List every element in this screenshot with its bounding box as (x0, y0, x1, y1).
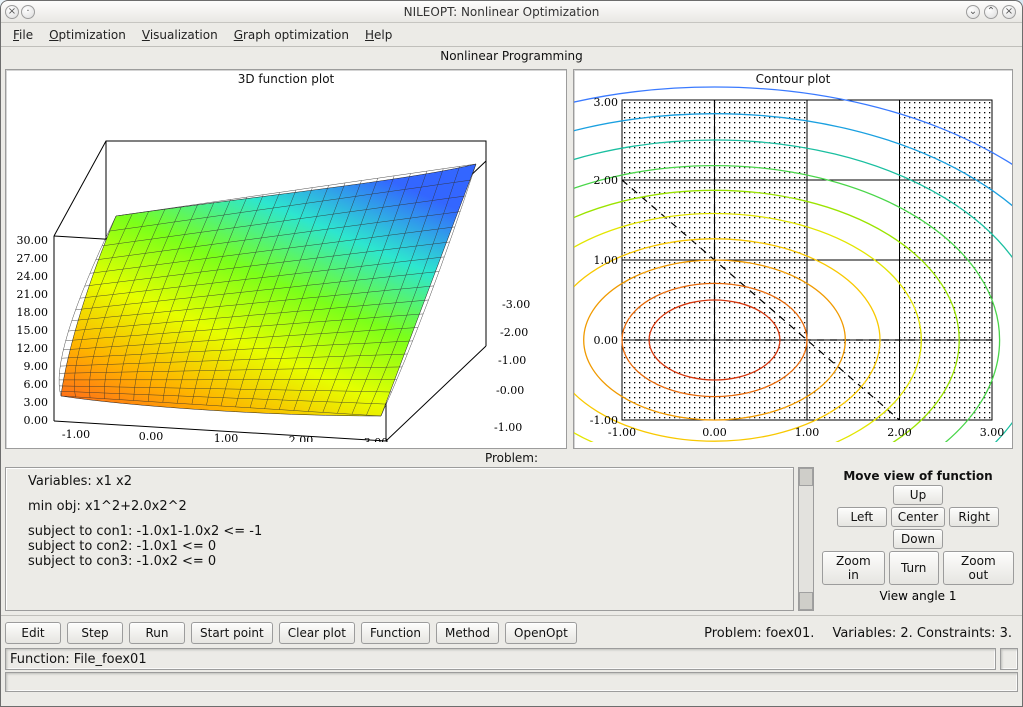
svg-text:2.00: 2.00 (289, 434, 314, 442)
svg-text:12.00: 12.00 (17, 342, 49, 355)
function-status: Function: File_foex01 (5, 648, 996, 670)
svg-text:9.00: 9.00 (24, 360, 49, 373)
btn-step[interactable]: Step (67, 622, 123, 644)
svg-text:-1.00: -1.00 (590, 414, 618, 427)
btn-center[interactable]: Center (891, 507, 945, 527)
btn-run[interactable]: Run (129, 622, 185, 644)
problem-line-con2: subject to con2: -1.0x1 <= 0 (14, 539, 785, 554)
btn-start-point[interactable]: Start point (191, 622, 273, 644)
btn-right[interactable]: Right (949, 507, 999, 527)
minimize-icon[interactable]: ⌄ (966, 5, 980, 19)
svg-text:0.00: 0.00 (594, 334, 619, 347)
svg-text:24.00: 24.00 (17, 270, 49, 283)
svg-text:-3.00: -3.00 (502, 298, 530, 311)
svg-text:-0.00: -0.00 (496, 384, 524, 397)
btn-edit[interactable]: Edit (5, 622, 61, 644)
menubar: File Optimization Visualization Graph op… (1, 23, 1022, 47)
btn-function[interactable]: Function (361, 622, 430, 644)
svg-text:1.00: 1.00 (594, 254, 619, 267)
titlebar[interactable]: × · NILEOPT: Nonlinear Optimization ⌄ ⌃ … (1, 1, 1022, 23)
svg-text:2.00: 2.00 (887, 426, 912, 439)
svg-text:-2.00: -2.00 (500, 326, 528, 339)
plot-3d-title: 3D function plot (6, 70, 566, 86)
btn-openopt[interactable]: OpenOpt (505, 622, 577, 644)
problem-scrollbar[interactable] (798, 467, 814, 611)
svg-text:-1.00: -1.00 (494, 421, 522, 434)
btn-zoom-in[interactable]: Zoom in (822, 551, 885, 585)
status-bar-empty (5, 672, 1018, 692)
app-menu-icon[interactable]: × (5, 5, 19, 19)
problem-line-obj: min obj: x1^2+2.0x2^2 (14, 499, 785, 514)
maximize-icon[interactable]: ⌃ (984, 5, 998, 19)
svg-text:18.00: 18.00 (17, 306, 49, 319)
btn-left[interactable]: Left (837, 507, 887, 527)
menu-graph-optimization[interactable]: Graph optimization (228, 26, 355, 44)
menu-file[interactable]: File (7, 26, 39, 44)
plot-contour: Contour plot (573, 69, 1013, 449)
plot-3d: 3D function plot 0. (5, 69, 567, 449)
svg-text:6.00: 6.00 (24, 378, 49, 391)
function-status-aux (1000, 648, 1018, 670)
svg-text:3.00: 3.00 (980, 426, 1005, 439)
sticky-icon[interactable]: · (21, 5, 35, 19)
btn-clear-plot[interactable]: Clear plot (279, 622, 355, 644)
btn-turn[interactable]: Turn (889, 551, 939, 585)
window-title: NILEOPT: Nonlinear Optimization (37, 5, 966, 19)
btn-down[interactable]: Down (893, 529, 943, 549)
svg-text:0.00: 0.00 (24, 414, 49, 427)
problem-line-con1: subject to con1: -1.0x1-1.0x2 <= -1 (14, 524, 785, 539)
plot-contour-svg: -1.00 0.00 1.00 2.00 3.00 -1.00 0.00 1.0… (574, 86, 1012, 442)
problem-line-con3: subject to con3: -1.0x2 <= 0 (14, 554, 785, 569)
svg-text:2.00: 2.00 (594, 174, 619, 187)
svg-text:3.00: 3.00 (594, 96, 619, 109)
menu-visualization[interactable]: Visualization (136, 26, 224, 44)
problem-text: Variables: x1 x2 min obj: x1^2+2.0x2^2 s… (5, 467, 794, 611)
svg-text:-1.00: -1.00 (498, 354, 526, 367)
app-window: × · NILEOPT: Nonlinear Optimization ⌄ ⌃ … (0, 0, 1023, 707)
svg-text:0.00: 0.00 (702, 426, 727, 439)
svg-text:21.00: 21.00 (17, 288, 49, 301)
problem-label: Problem: (5, 451, 1018, 465)
svg-text:3.00: 3.00 (24, 396, 49, 409)
svg-text:30.00: 30.00 (17, 234, 49, 247)
svg-text:-1.00: -1.00 (608, 426, 636, 439)
btn-method[interactable]: Method (436, 622, 499, 644)
problem-line-vars: Variables: x1 x2 (14, 474, 785, 489)
plot-3d-svg: 0.00 3.00 6.00 9.00 12.00 15.00 18.00 21… (6, 86, 566, 442)
view-panel: Move view of function Up Left Center Rig… (818, 467, 1018, 611)
svg-text:1.00: 1.00 (795, 426, 820, 439)
menu-optimization[interactable]: Optimization (43, 26, 132, 44)
view-panel-title: Move view of function (843, 469, 992, 483)
status-vars: Variables: 2. Constraints: 3. (826, 624, 1018, 643)
menu-help[interactable]: Help (359, 26, 398, 44)
close-icon[interactable]: × (1002, 5, 1016, 19)
svg-text:0.00: 0.00 (139, 430, 164, 442)
svg-text:27.00: 27.00 (17, 252, 49, 265)
toolbar: Edit Step Run Start point Clear plot Fun… (5, 620, 1018, 646)
svg-text:-1.00: -1.00 (62, 428, 90, 441)
btn-up[interactable]: Up (893, 485, 943, 505)
btn-zoom-out[interactable]: Zoom out (943, 551, 1014, 585)
svg-text:3.00: 3.00 (364, 436, 389, 442)
plot-contour-title: Contour plot (574, 70, 1012, 86)
section-title: Nonlinear Programming (5, 47, 1018, 67)
svg-text:1.00: 1.00 (214, 432, 239, 442)
view-angle-label: View angle 1 (879, 589, 956, 603)
svg-text:15.00: 15.00 (17, 324, 49, 337)
status-problem: Problem: foex01. (698, 624, 820, 643)
